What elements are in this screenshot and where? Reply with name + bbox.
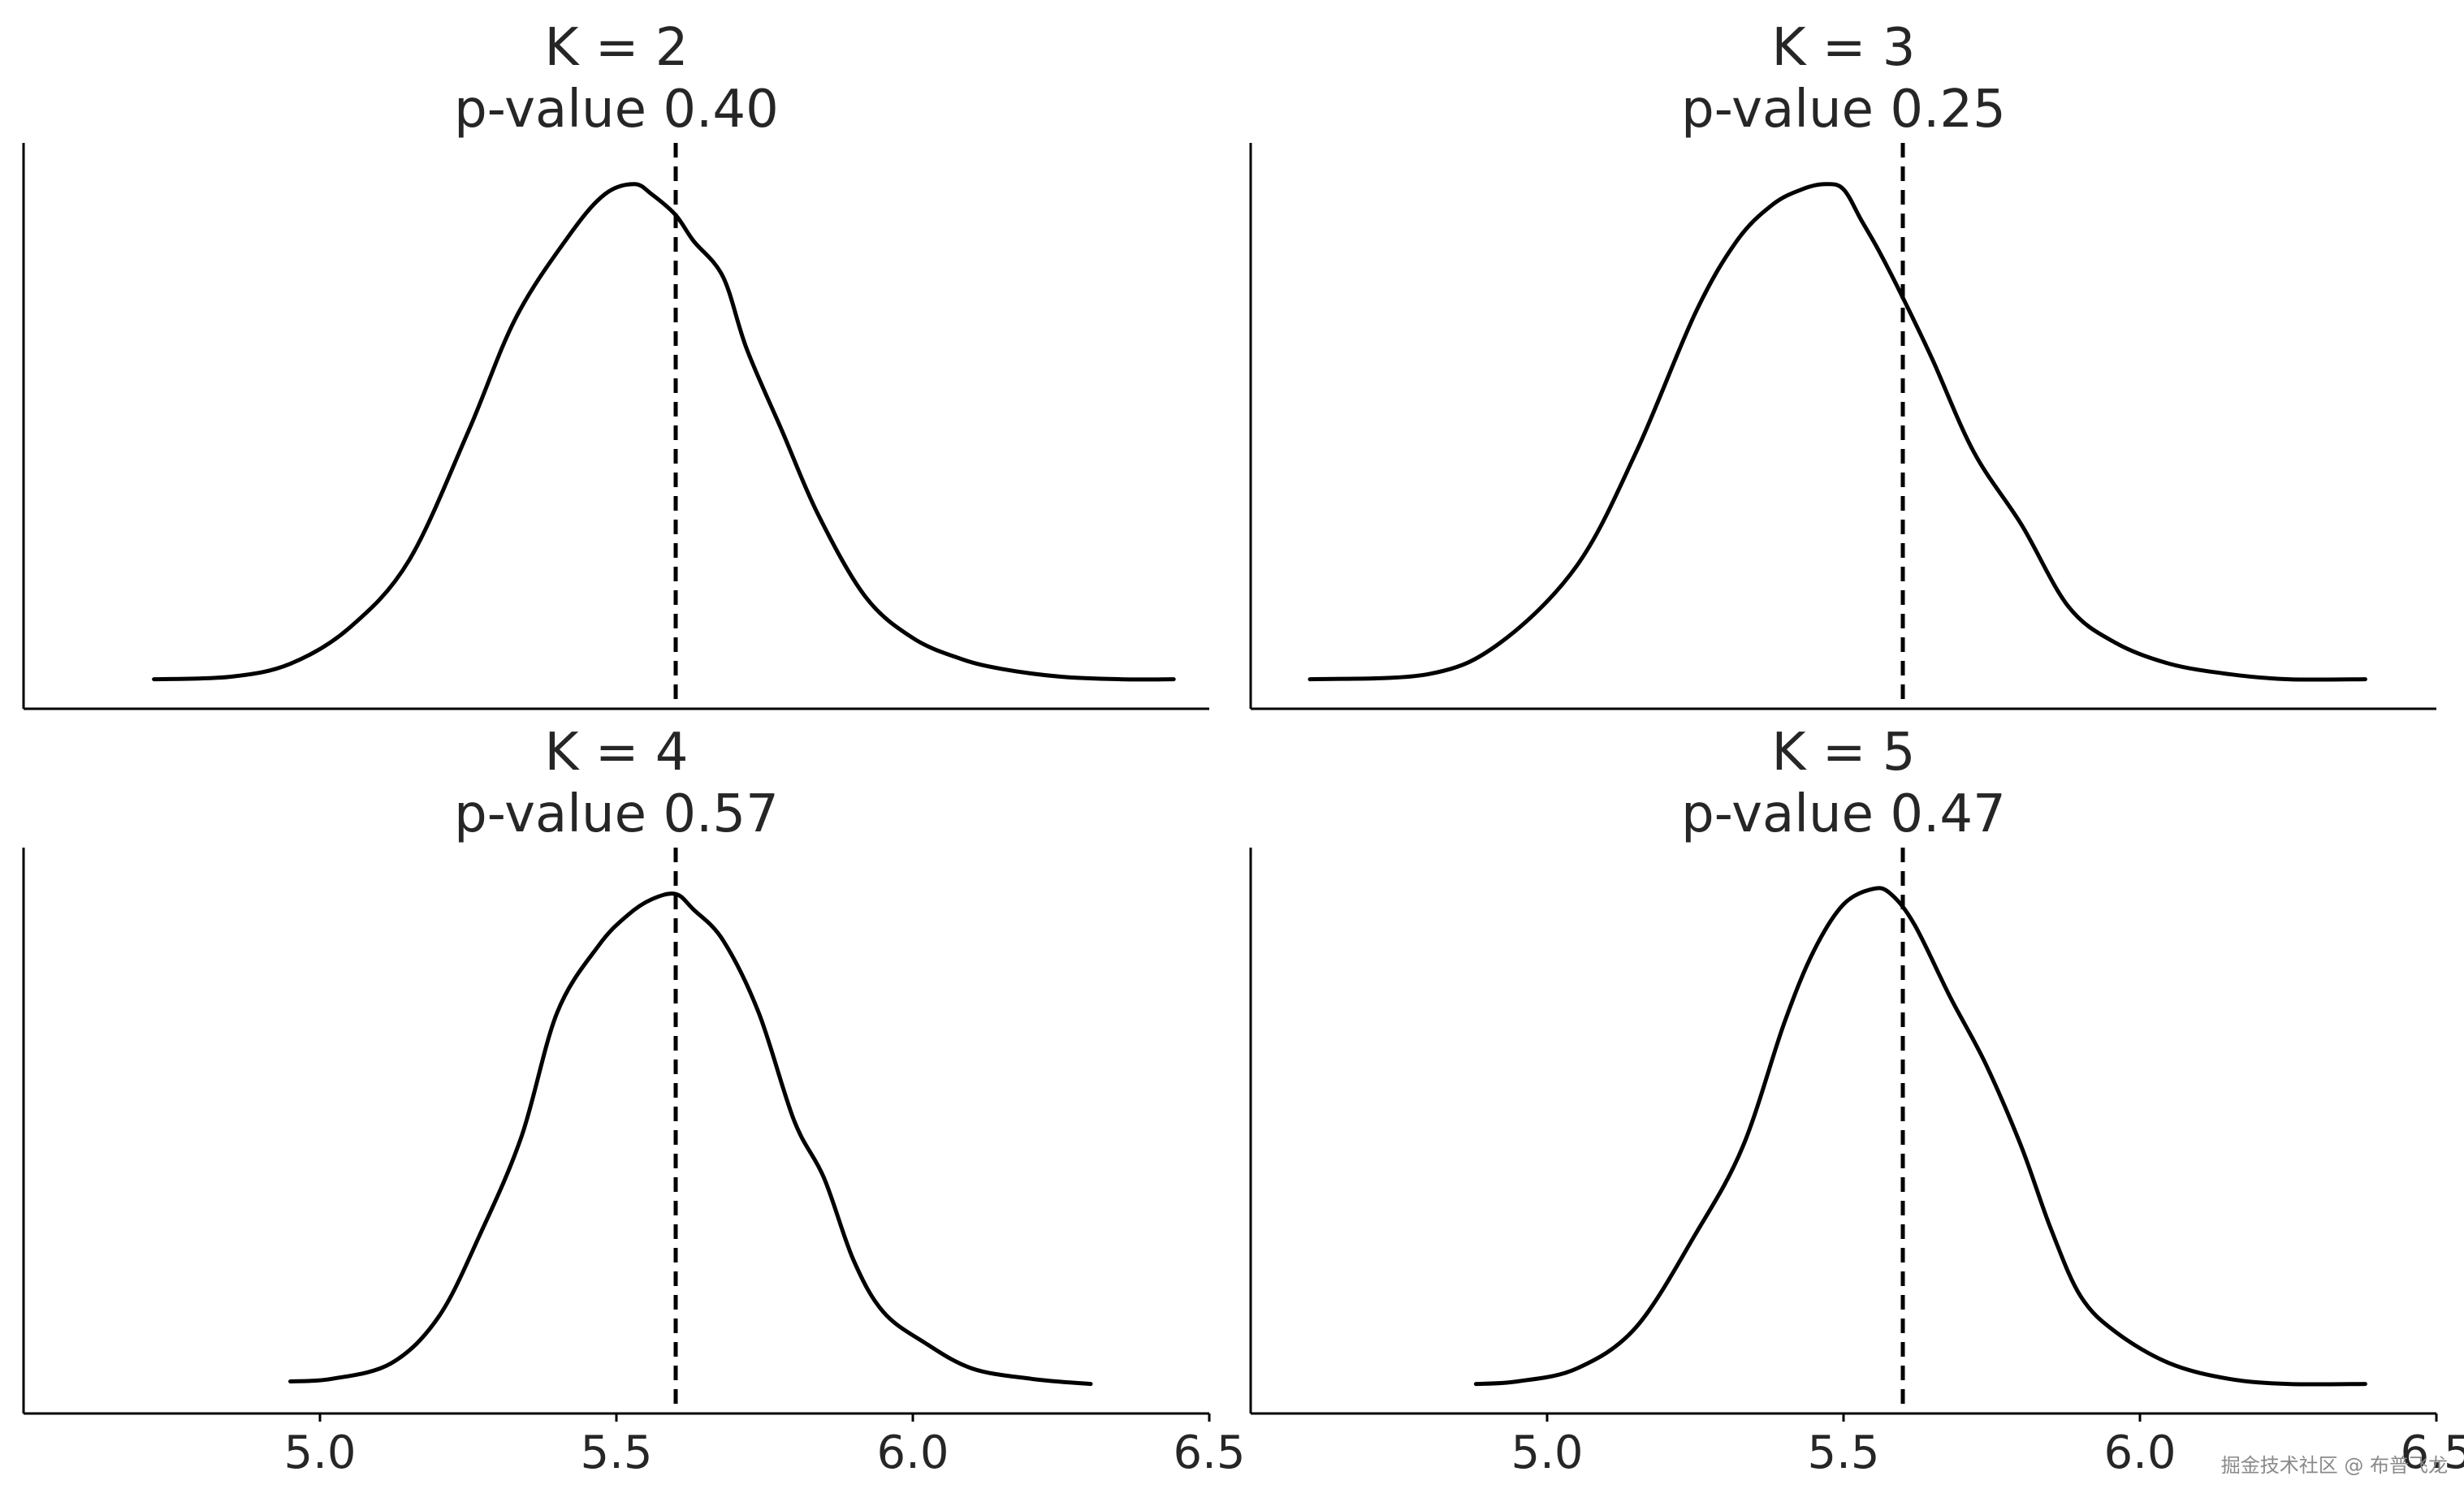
watermark: 掘金技术社区 @ 布普飞龙 [2220, 1454, 2448, 1477]
panel-title-k: K = 4 [545, 723, 689, 783]
kde-curve [1308, 182, 2367, 682]
panel-title-pvalue: p-value 0.40 [454, 80, 779, 140]
x-tick-label: 5.5 [580, 1426, 652, 1479]
x-tick-label: 5.0 [1511, 1426, 1583, 1479]
kde-curve [288, 891, 1093, 1387]
kde-curve [152, 182, 1176, 682]
x-tick-label: 5.5 [1807, 1426, 1879, 1479]
panel-3: K = 4p-value 0.57 5.0 5.5 6.0 6.5 [22, 723, 1246, 1479]
panel-title-k: K = 5 [1772, 723, 1916, 783]
x-tick-label: 6.0 [2103, 1426, 2176, 1479]
x-tick-label: 6.0 [876, 1426, 949, 1479]
panel-title-pvalue: p-value 0.57 [454, 784, 779, 844]
panel-title-pvalue: p-value 0.47 [1681, 784, 2006, 844]
panel-title-pvalue: p-value 0.25 [1681, 80, 2006, 140]
panel-1: K = 2p-value 0.40 [22, 18, 1209, 710]
panel-title-k: K = 3 [1772, 18, 1916, 78]
x-tick-label: 5.0 [283, 1426, 356, 1479]
panel-4: K = 5p-value 0.47 5.0 5.5 6.0 6.5 [1249, 723, 2464, 1479]
x-tick-label: 6.5 [2400, 1426, 2464, 1479]
kde-curve [1473, 886, 2367, 1387]
panel-title-k: K = 2 [545, 18, 689, 78]
panel-2: K = 3p-value 0.25 [1249, 18, 2436, 710]
x-tick-label: 6.5 [1173, 1426, 1245, 1479]
